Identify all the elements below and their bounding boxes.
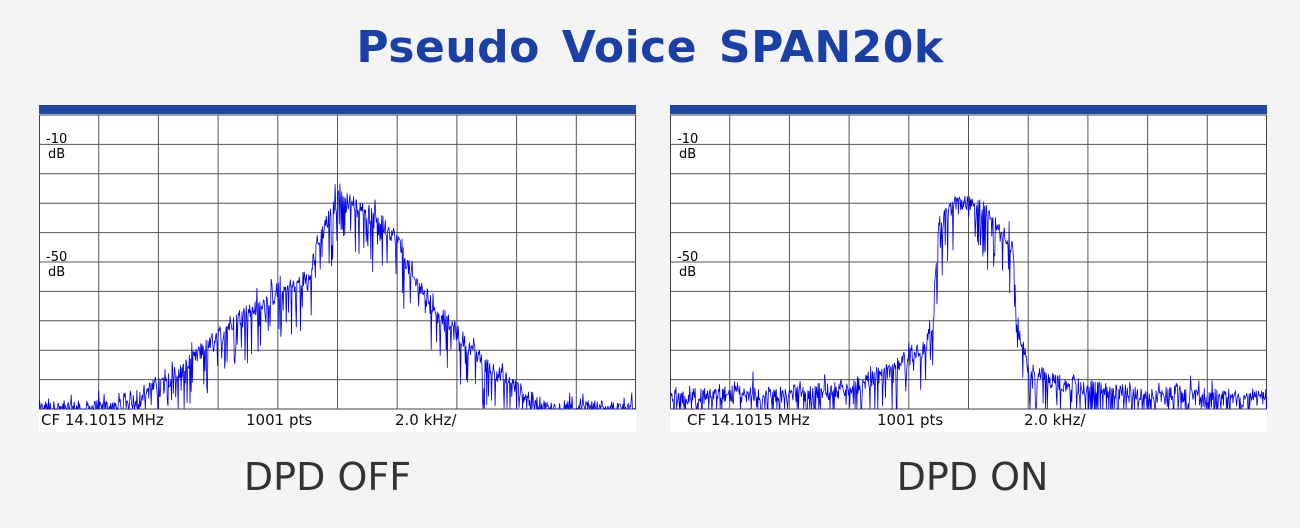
caption-dpd-on: DPD ON: [896, 455, 1049, 499]
center-frequency-label: CF 14.1015 MHz: [687, 411, 810, 429]
plot-frame: [39, 114, 636, 410]
y-tick-unit: dB: [48, 265, 66, 280]
points-label: 1001 pts: [246, 411, 313, 429]
spectrum-trace: [39, 183, 636, 411]
spectrum-plot: [39, 114, 636, 432]
spectrum-plot: [670, 114, 1267, 432]
y-tick-label: -10 dB: [677, 132, 698, 162]
y-tick-label: -10 dB: [46, 132, 67, 162]
y-tick-label: -50 dB: [677, 250, 698, 280]
caption-dpd-off: DPD OFF: [243, 455, 412, 499]
points-label: 1001 pts: [877, 411, 944, 429]
y-tick-value: -10: [677, 132, 699, 147]
y-tick-label: -50 dB: [46, 250, 67, 280]
y-tick-unit: dB: [679, 265, 697, 280]
y-tick-unit: dB: [48, 147, 66, 162]
panel-header-bar: [39, 105, 636, 114]
span-label: 2.0 kHz/: [395, 411, 457, 429]
footer-strip: [39, 410, 636, 432]
footer-strip: [670, 410, 1267, 432]
center-frequency-label: CF 14.1015 MHz: [41, 411, 164, 429]
spectrum-trace: [670, 195, 1267, 410]
y-tick-value: -10: [46, 132, 68, 147]
y-tick-value: -50: [677, 250, 699, 265]
panel-header-bar: [670, 105, 1267, 114]
span-label: 2.0 kHz/: [1024, 411, 1086, 429]
y-tick-unit: dB: [679, 147, 697, 162]
spectrum-panel-dpd-on: -10 dB -50 dB CF 14.1015 MHz 1001 pts 2.…: [670, 105, 1267, 432]
y-tick-value: -50: [46, 250, 68, 265]
spectrum-panel-dpd-off: -10 dB -50 dB CF 14.1015 MHz 1001 pts 2.…: [39, 105, 636, 432]
page-title: Pseudo Voice SPAN20k: [356, 22, 944, 73]
plot-frame: [670, 114, 1267, 410]
